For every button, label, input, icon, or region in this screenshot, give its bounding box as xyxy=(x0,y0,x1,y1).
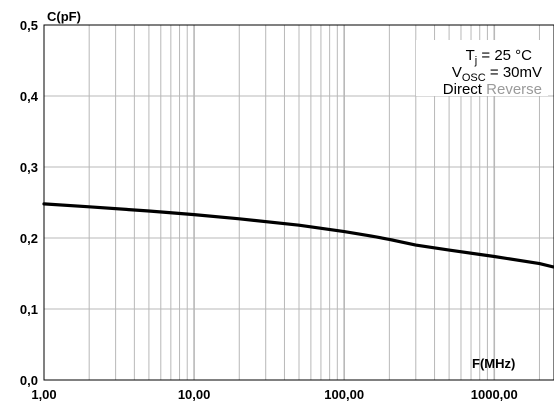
y-tick-label: 0,1 xyxy=(20,302,38,317)
mode-annotation: Direct Reverse xyxy=(443,81,542,98)
mode-direct: Direct xyxy=(443,81,483,98)
tj-main: T xyxy=(466,47,475,64)
x-tick-label: 10,00 xyxy=(178,387,211,402)
y-tick-label: 0,0 xyxy=(20,373,38,388)
annotation-box: Tj = 25 °C VOSC = 30mV Direct Reverse xyxy=(416,40,548,98)
series-group xyxy=(42,202,554,269)
x-tick-label: 1,00 xyxy=(31,387,56,402)
x-axis-title: F(MHz) xyxy=(472,356,515,371)
y-tick-label: 0,4 xyxy=(20,89,39,104)
vosc-sub: OSC xyxy=(462,72,486,84)
vosc-main: V xyxy=(452,64,462,81)
series-line-direct xyxy=(42,202,554,269)
x-tick-label: 1000,00 xyxy=(471,387,518,402)
tj-annotation: Tj = 25 °C xyxy=(466,47,533,67)
y-tick-label: 0,2 xyxy=(20,231,38,246)
tick-labels: 1,00 10,00 100,00 1000,00 0,0 0,1 0,2 0,3 0,4 0,5 xyxy=(20,18,518,402)
vosc-annotation: VOSC = 30mV xyxy=(452,64,542,84)
grid-lines xyxy=(44,25,554,380)
vosc-value: = 30mV xyxy=(486,64,542,81)
tj-sub: j xyxy=(474,55,477,67)
mode-reverse: Reverse xyxy=(486,81,542,98)
tj-value: = 25 °C xyxy=(477,47,532,64)
y-tick-label: 0,3 xyxy=(20,160,38,175)
y-axis-title: C(pF) xyxy=(47,9,81,24)
annotation-background xyxy=(416,40,548,96)
x-tick-label: 100,00 xyxy=(324,387,364,402)
y-tick-label: 0,5 xyxy=(20,18,38,33)
